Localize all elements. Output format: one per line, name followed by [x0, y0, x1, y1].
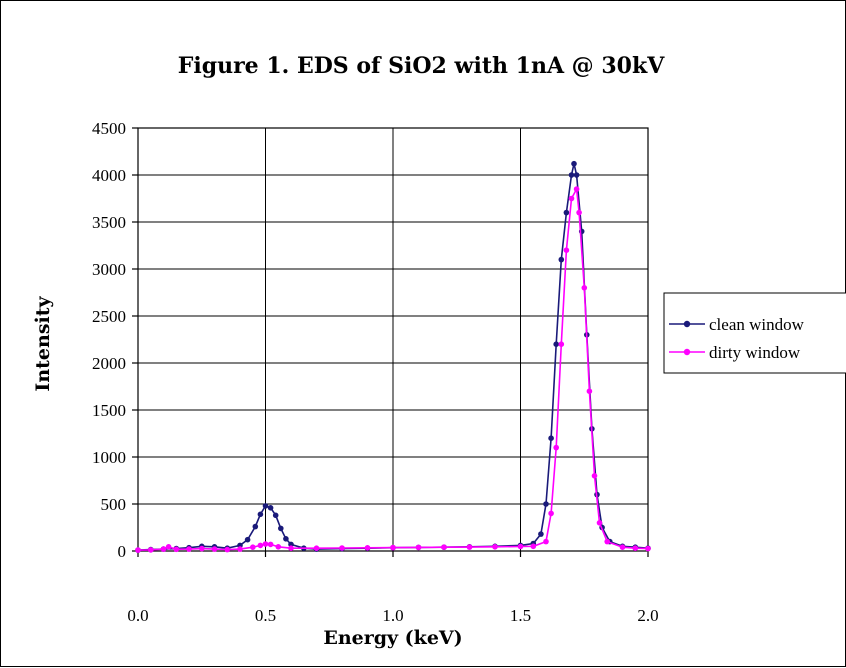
data-point	[135, 547, 141, 553]
data-point	[364, 545, 371, 551]
y-tick-label: 2500	[92, 307, 126, 326]
legend: clean window dirty window	[663, 292, 846, 374]
data-point	[563, 247, 570, 253]
x-tick-label: 1.0	[382, 606, 403, 625]
x-tick-label: 1.5	[510, 606, 531, 625]
series-layer	[135, 160, 651, 553]
data-point	[563, 209, 570, 216]
data-point	[645, 545, 651, 552]
legend-box	[663, 292, 846, 374]
data-point	[237, 546, 243, 552]
data-point	[275, 544, 282, 550]
y-tick-label: 1000	[92, 448, 126, 467]
data-point	[267, 505, 274, 511]
data-point	[160, 546, 167, 552]
data-point	[576, 209, 582, 216]
y-tick-label: 1500	[92, 401, 126, 420]
data-point	[586, 388, 593, 395]
data-point	[283, 536, 289, 542]
data-point	[573, 172, 580, 178]
data-point	[466, 544, 473, 550]
data-point	[441, 544, 447, 550]
data-point	[568, 195, 575, 202]
data-point	[543, 501, 549, 507]
axis-layer: 0 500 1000 1500 2000 2500 3000 3500 4000 4500 0.0 0…	[92, 119, 659, 625]
x-axis-label: Energy (keV)	[323, 627, 462, 649]
x-tick-label: 0.5	[255, 606, 276, 625]
legend-marker	[683, 320, 691, 328]
data-point	[492, 544, 498, 550]
data-point	[558, 341, 565, 348]
data-point	[558, 256, 565, 263]
data-point	[272, 512, 279, 519]
data-point	[548, 435, 554, 442]
data-point	[571, 160, 577, 167]
data-point	[257, 542, 264, 549]
data-point	[619, 544, 626, 550]
data-point	[244, 536, 251, 543]
data-point	[257, 511, 264, 518]
y-tick-label: 4000	[92, 166, 126, 185]
y-tick-label: 3500	[92, 213, 126, 232]
legend-items: clean window dirty window	[669, 315, 805, 362]
data-point	[517, 543, 524, 550]
data-point	[548, 510, 554, 517]
data-point	[581, 285, 588, 291]
data-point	[199, 545, 205, 552]
data-point	[186, 546, 192, 552]
data-point	[538, 531, 544, 537]
legend-marker	[683, 348, 691, 356]
x-tick-label: 2.0	[637, 606, 658, 625]
y-tick-label: 0	[118, 542, 127, 561]
legend-label: clean window	[709, 315, 805, 334]
data-point	[173, 546, 180, 553]
plot-area-border	[137, 127, 649, 552]
legend-label: dirty window	[709, 343, 801, 362]
series-dirty-window	[135, 186, 651, 553]
data-point	[313, 545, 320, 551]
data-point	[573, 186, 580, 192]
data-point	[339, 545, 345, 551]
data-point	[267, 541, 274, 548]
data-point	[262, 541, 269, 547]
data-point	[543, 538, 549, 545]
data-point	[390, 544, 396, 551]
data-point	[553, 341, 559, 348]
x-tick-label: 0.0	[127, 606, 148, 625]
data-point	[288, 545, 294, 551]
data-point	[604, 538, 610, 545]
chart-title: Figure 1. EDS of SiO2 with 1nA @ 30kV	[178, 53, 665, 79]
grid-layer	[137, 127, 649, 552]
data-point	[250, 544, 256, 550]
y-tick-label: 4500	[92, 119, 126, 138]
data-point	[211, 546, 218, 552]
data-point	[415, 544, 422, 551]
y-tick-label: 500	[101, 495, 127, 514]
data-point	[148, 547, 154, 553]
data-point	[568, 172, 575, 178]
data-point	[530, 543, 537, 550]
data-point	[596, 520, 603, 526]
y-tick-label: 2000	[92, 354, 126, 373]
data-point	[632, 545, 639, 551]
data-point	[262, 503, 269, 509]
y-axis-label: Intensity	[32, 295, 54, 391]
data-point	[278, 525, 284, 532]
data-point	[553, 444, 559, 451]
data-point	[591, 473, 598, 479]
data-point	[165, 544, 172, 550]
data-point	[252, 523, 259, 530]
data-point	[224, 546, 231, 553]
y-tick-label: 3000	[92, 260, 126, 279]
